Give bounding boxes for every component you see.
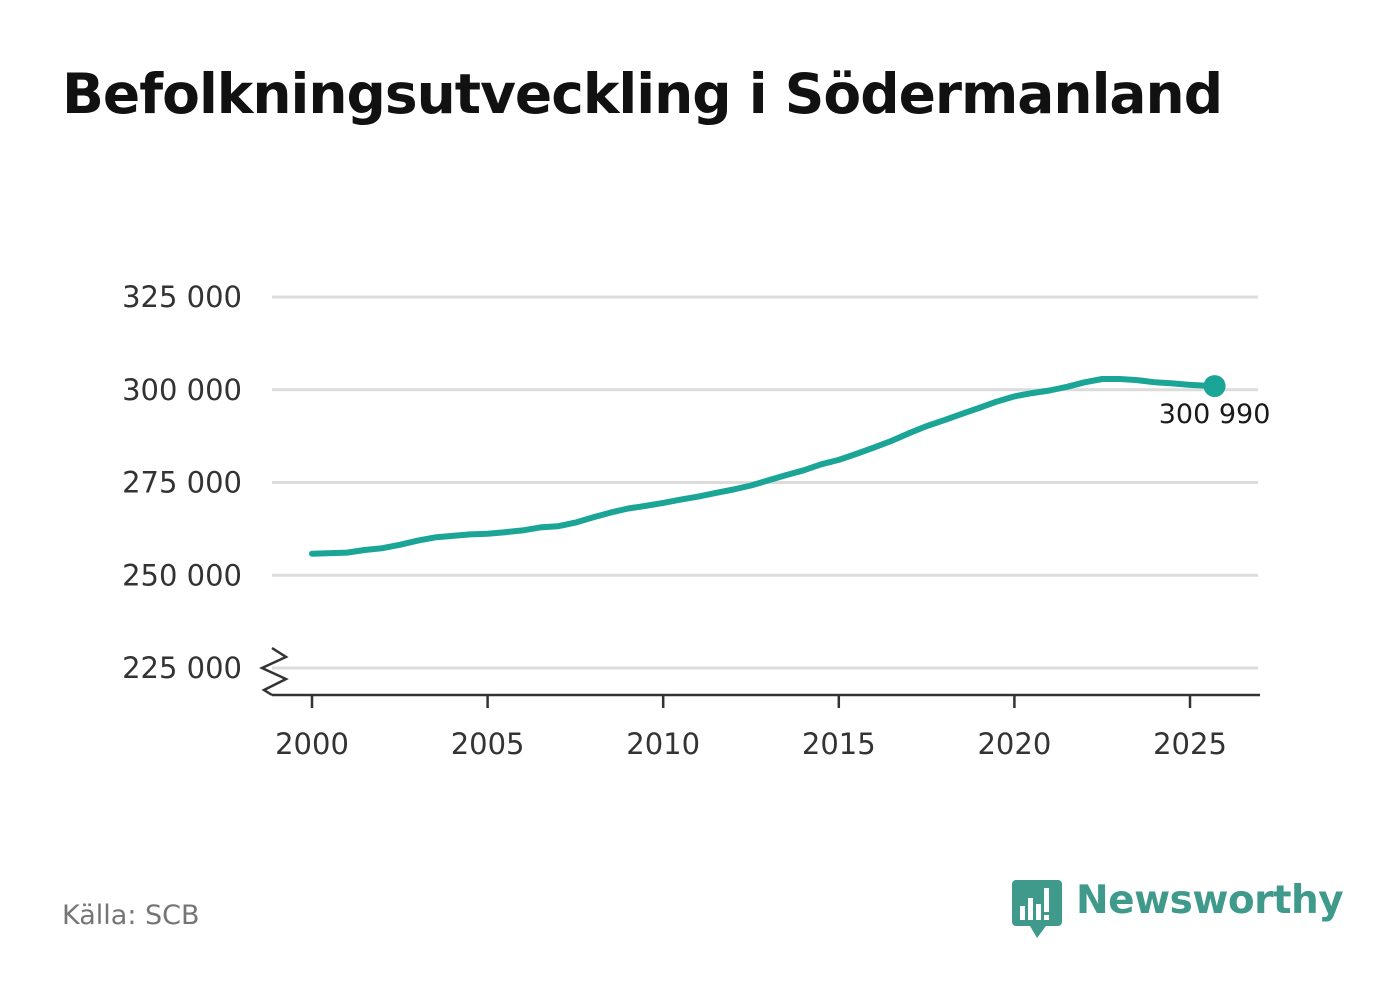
y-tick-label-300000: 300 000: [122, 373, 242, 407]
x-tick-label-2000: 2000: [275, 727, 349, 761]
source-label: Källa: SCB: [62, 900, 200, 931]
y-tick-label-325000: 325 000: [122, 280, 242, 314]
x-tick-label-2020: 2020: [977, 727, 1051, 761]
x-tick-label-2010: 2010: [626, 727, 700, 761]
end-point-marker: [1203, 375, 1226, 398]
end-point-label: 300 990: [1159, 399, 1271, 430]
y-tick-label-275000: 275 000: [122, 466, 242, 500]
x-tick-label-2005: 2005: [451, 727, 525, 761]
x-tick-label-2015: 2015: [802, 727, 876, 761]
x-axis: [272, 693, 1260, 708]
brand-logo: Newsworthy: [1012, 878, 1344, 940]
axis-break-marker: [258, 646, 289, 697]
series-group: 300 990: [309, 375, 1271, 557]
y-axis-tick-labels: 225 000 250 000 275 000 300 000 325 000: [122, 280, 242, 685]
y-tick-label-250000: 250 000: [122, 558, 242, 592]
chart-title: Befolkningsutveckling i Södermanland: [62, 62, 1223, 126]
bar-chart-speech-bubble-icon: [1012, 880, 1062, 938]
x-axis-tick-labels: 2000 2005 2010 2015 2020 2025: [275, 727, 1227, 761]
brand-name: Newsworthy: [1076, 878, 1344, 923]
y-tick-label-225000: 225 000: [122, 651, 242, 685]
series-line-0: [309, 376, 1218, 557]
x-tick-label-2025: 2025: [1153, 727, 1227, 761]
axis-break-zigzag: [258, 646, 289, 697]
